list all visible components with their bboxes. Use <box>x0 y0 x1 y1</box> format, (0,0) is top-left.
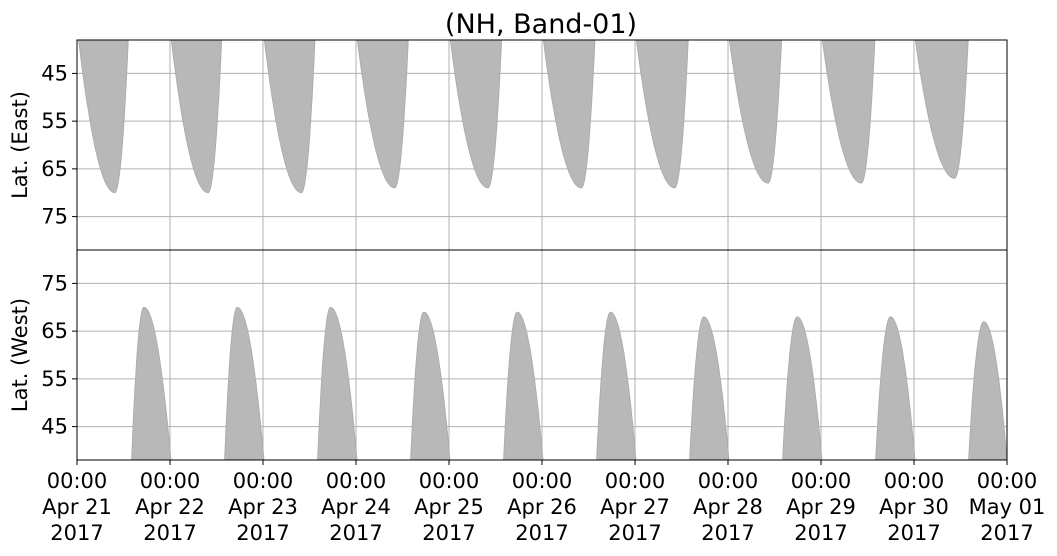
coverage-area <box>503 311 544 460</box>
x-tick-time: 00:00 <box>512 469 573 493</box>
x-tick-year: 2017 <box>422 521 475 545</box>
x-tick-date: Apr 24 <box>321 495 391 519</box>
y-tick-label: 45 <box>41 415 68 439</box>
coverage-area <box>875 316 916 460</box>
coverage-area <box>224 306 265 460</box>
y-tick-label: 75 <box>41 205 68 229</box>
panel-west: 45 55 65 75 Lat. (West) <box>8 249 1008 461</box>
x-tick-year: 2017 <box>980 521 1033 545</box>
coverage-area <box>263 40 316 194</box>
y-axis-label: Lat. (East) <box>8 91 32 199</box>
y-tick-label: 65 <box>41 157 68 181</box>
x-tick-date: Apr 22 <box>135 495 205 519</box>
coverage-group <box>78 40 969 194</box>
x-tick-time: 00:00 <box>140 469 201 493</box>
y-tick-label: 65 <box>41 319 68 343</box>
x-tick-year: 2017 <box>794 521 847 545</box>
x-tick-time: 00:00 <box>326 469 387 493</box>
y-tick-label: 55 <box>41 109 68 133</box>
coverage-area <box>410 311 451 460</box>
x-tick-date: Apr 28 <box>693 495 763 519</box>
x-tick-time: 00:00 <box>791 469 852 493</box>
coverage-area <box>449 40 502 189</box>
x-tick-date: Apr 25 <box>414 495 484 519</box>
x-tick-year: 2017 <box>701 521 754 545</box>
x-tick-time: 00:00 <box>977 469 1038 493</box>
coverage-area <box>968 321 1007 460</box>
x-tick-year: 2017 <box>887 521 940 545</box>
x-tick-date: Apr 23 <box>228 495 298 519</box>
x-tick-year: 2017 <box>236 521 289 545</box>
coverage-area <box>728 40 782 184</box>
y-axis-label: Lat. (West) <box>8 298 32 412</box>
x-tick-time: 00:00 <box>698 469 759 493</box>
y-tick-label: 45 <box>41 61 68 85</box>
coverage-area <box>914 40 969 179</box>
y-tick-label: 75 <box>41 271 68 295</box>
x-tick-date: Apr 30 <box>879 495 949 519</box>
chart-title: (NH, Band-01) <box>445 9 637 40</box>
x-tick-date: Apr 29 <box>786 495 856 519</box>
coverage-area <box>131 306 172 460</box>
coverage-area <box>689 316 730 460</box>
x-tick-time: 00:00 <box>884 469 945 493</box>
coverage-area <box>821 40 876 184</box>
coverage-area <box>170 40 223 194</box>
y-tick-label: 55 <box>41 367 68 391</box>
coverage-area <box>317 306 358 460</box>
coverage-area <box>635 40 689 189</box>
x-tick-time: 00:00 <box>605 469 666 493</box>
x-tick-year: 2017 <box>515 521 568 545</box>
x-tick-time: 00:00 <box>233 469 294 493</box>
coverage-area <box>782 316 823 460</box>
coverage-area <box>78 40 129 194</box>
x-tick-year: 2017 <box>50 521 103 545</box>
x-tick-time: 00:00 <box>47 469 108 493</box>
x-tick-date: Apr 27 <box>600 495 670 519</box>
panel-east: 45 55 65 75 Lat. (East) <box>8 39 1008 251</box>
x-tick-year: 2017 <box>143 521 196 545</box>
coverage-area <box>356 40 409 189</box>
x-tick-year: 2017 <box>608 521 661 545</box>
coverage-area <box>542 40 596 189</box>
x-tick-time: 00:00 <box>419 469 480 493</box>
x-tick-date: May 01 <box>969 495 1046 519</box>
x-tick-date: Apr 26 <box>507 495 577 519</box>
coverage-area <box>596 311 637 460</box>
coverage-group <box>131 306 1007 460</box>
x-tick-year: 2017 <box>329 521 382 545</box>
x-tick-date: Apr 21 <box>42 495 112 519</box>
